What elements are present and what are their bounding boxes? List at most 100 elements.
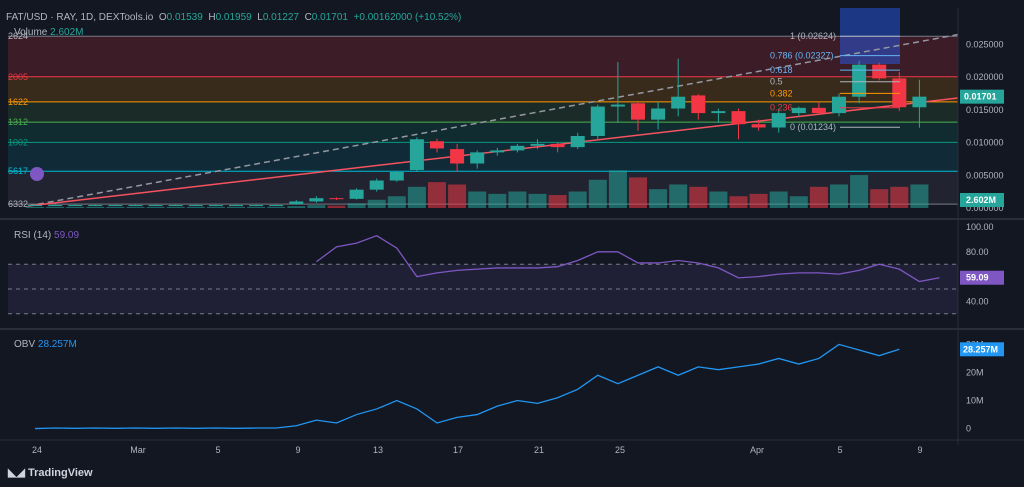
fib-left-label: 5617 [8,166,28,176]
fib-level-label: 0 (0.01234) [790,122,836,132]
dashed-trendline [27,33,959,207]
volume-bar [649,189,668,208]
volume-bar [568,191,587,208]
rsi-tag [960,270,1004,285]
time-tick-label: 9 [917,445,922,455]
fib-level-label: 0.5 [770,77,783,87]
volume-bar [387,196,406,208]
volume-bar [729,196,748,208]
fib-left-label: 1002 [8,137,28,147]
volume-bar [830,184,848,208]
volume-bar [46,206,65,208]
volume-bar [608,170,627,208]
fib-left-label: 2624 [8,31,28,41]
rsi-line [316,234,940,283]
rsi-legend-label: RSI (14) [14,230,52,241]
candle-body [208,205,223,207]
last-price-label: 0.01701 [964,92,997,102]
candle-body [470,152,485,164]
volume-bar [106,206,125,208]
obv-tag-label: 28.257M [963,344,998,354]
volume-bar [347,203,366,208]
tradingview-logo[interactable]: ◣◢ TradingView [8,466,93,479]
volume-bar [166,206,185,208]
candle-body [852,64,867,97]
candle-body [48,205,63,207]
candle-body [872,64,887,79]
volume-legend-label: Volume [14,27,48,38]
volume-bar [769,191,788,208]
volume-bar [789,196,808,208]
time-tick-label: 24 [32,445,42,455]
candle-body [892,78,907,108]
price-tick-label: 0.015000 [966,105,1004,115]
candle-body [671,96,686,109]
candle-body [570,136,585,148]
time-tick-label: 25 [615,445,625,455]
volume-bar [206,206,225,208]
candle-body [711,111,726,114]
volume-bar [910,184,929,208]
candle-body [510,145,525,151]
fib-level-label: 0.786 (0.02327) [770,51,834,61]
chart-header: FAT/USD · RAY, 1D, DEXTools.io O0.01539 … [6,12,461,23]
candle-body [610,104,625,107]
symbol-label[interactable]: FAT/USD · RAY, 1D, DEXTools.io [6,12,154,23]
high-value: 0.01959 [215,12,252,23]
candle-body [148,205,163,207]
volume-bar [850,175,869,208]
candle-body [811,107,826,114]
candle-body [409,139,424,171]
candle-body [590,106,605,136]
candle-body [329,198,344,200]
volume-bar [186,206,205,208]
candle-body [269,205,284,207]
volume-bar [528,193,547,208]
volume-bar [146,206,165,208]
volume-bar [629,177,647,208]
fib-zone [8,122,958,143]
candle-body [108,205,123,207]
change-value: +0.00162000 (+10.52%) [353,12,462,23]
token-logo-icon [30,167,44,181]
low-label: L [257,12,263,23]
volume-bar [247,206,266,208]
volume-bar [709,191,728,208]
time-tick-label: Apr [750,445,764,455]
fib-zone [8,36,958,77]
rsi-legend[interactable]: RSI (14) 59.09 [14,230,79,241]
candle-body [68,205,83,207]
candle-body [791,107,806,114]
volume-bar [508,191,527,208]
volume-bar [307,205,326,208]
volume-legend[interactable]: Volume 2.602M [14,27,84,38]
volume-bar [809,186,828,208]
time-tick-label: Mar [130,445,146,455]
candle-body [309,198,324,202]
time-tick-label: 21 [534,445,544,455]
volume-bar [689,186,708,208]
candle-body [229,205,243,207]
obv-tick-label: 20M [966,367,984,377]
obv-line [34,343,900,430]
candle-body [651,108,666,120]
candle-body [249,205,264,207]
volume-bar [468,191,487,208]
obv-tick-label: 10M [966,396,984,406]
candle-body [28,205,42,207]
last-price-tag [960,89,1004,104]
obv-legend-value: 28.257M [37,339,77,350]
fib-level-label: 0.618 [770,65,793,75]
volume-bar [669,184,688,208]
fib-zone [8,76,958,102]
obv-tag [960,342,1004,357]
obv-legend[interactable]: OBV 28.257M [14,339,77,350]
volume-bar [448,184,467,208]
volume-bar [588,179,607,208]
fib-level-label: 0.382 [770,88,793,98]
rsi-legend-value: 59.09 [54,230,80,241]
volume-bar [86,206,105,208]
candle-body [289,201,304,205]
time-tick-label: 17 [453,445,463,455]
